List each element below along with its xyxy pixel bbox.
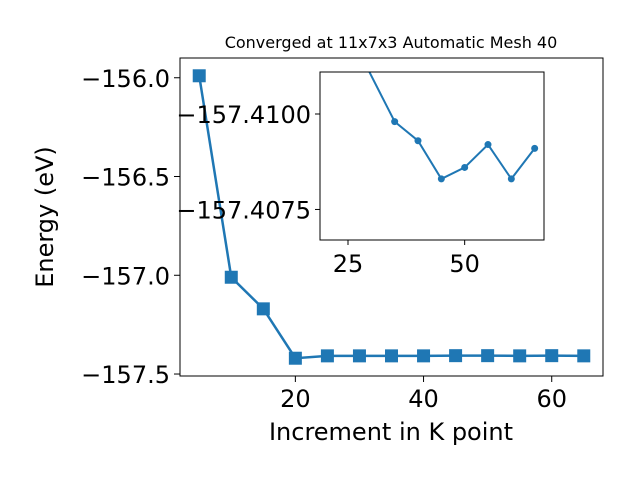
data-point-marker [513, 349, 527, 363]
data-point-marker [385, 349, 398, 363]
inset-plot: −157.4100 −157.4075 25 50 [176, 71, 545, 278]
y-axis-label: Energy (eV) [31, 146, 59, 288]
data-point-marker [417, 349, 431, 363]
data-point-marker [224, 270, 238, 284]
x-axis-label: Increment in K point [269, 418, 513, 446]
y-tick-label: −157.0 [81, 262, 170, 290]
data-point-marker [577, 349, 591, 363]
inset-data-point-marker [507, 175, 515, 183]
inset-data-point-marker [484, 141, 492, 149]
inset-x-ticks: 25 50 [333, 240, 480, 278]
inset-series [368, 72, 539, 183]
inset-series-line [368, 72, 536, 181]
inset-y-ticks: −157.4100 −157.4075 [176, 101, 320, 224]
inset-x-tick-label: 25 [333, 250, 364, 278]
data-point-marker [288, 351, 302, 365]
data-point-marker [352, 349, 366, 363]
inset-plot-frame [319, 71, 545, 241]
data-point-marker [256, 302, 270, 316]
inset-data-point-marker [531, 144, 539, 152]
inset-plot-area [320, 72, 544, 240]
inset-y-tick-label: −157.4075 [176, 196, 311, 224]
data-point-marker [449, 349, 463, 363]
main-x-ticks: 20 40 60 [280, 376, 567, 413]
y-tick-label: −156.0 [81, 65, 170, 93]
y-tick-label: −156.5 [81, 164, 170, 192]
data-point-marker [192, 69, 206, 83]
data-point-marker [320, 349, 334, 363]
data-point-marker [481, 349, 495, 363]
main-series [192, 69, 591, 365]
data-point-marker [545, 349, 559, 363]
main-y-ticks: −156.0 −156.5 −157.0 −157.5 [81, 65, 180, 389]
x-tick-label: 40 [408, 385, 439, 413]
inset-y-tick-label: −157.4100 [176, 101, 311, 129]
inset-data-point-marker [437, 175, 445, 183]
chart-title: Converged at 11x7x3 Automatic Mesh 40 [225, 33, 558, 52]
inset-data-point-marker [461, 163, 469, 171]
inset-data-point-marker [391, 118, 399, 126]
y-tick-label: −157.5 [81, 361, 170, 389]
x-tick-label: 20 [280, 385, 311, 413]
main-plot-frame [179, 57, 604, 377]
x-tick-label: 60 [536, 385, 567, 413]
inset-x-tick-label: 50 [449, 250, 480, 278]
inset-data-point-marker [414, 137, 422, 145]
